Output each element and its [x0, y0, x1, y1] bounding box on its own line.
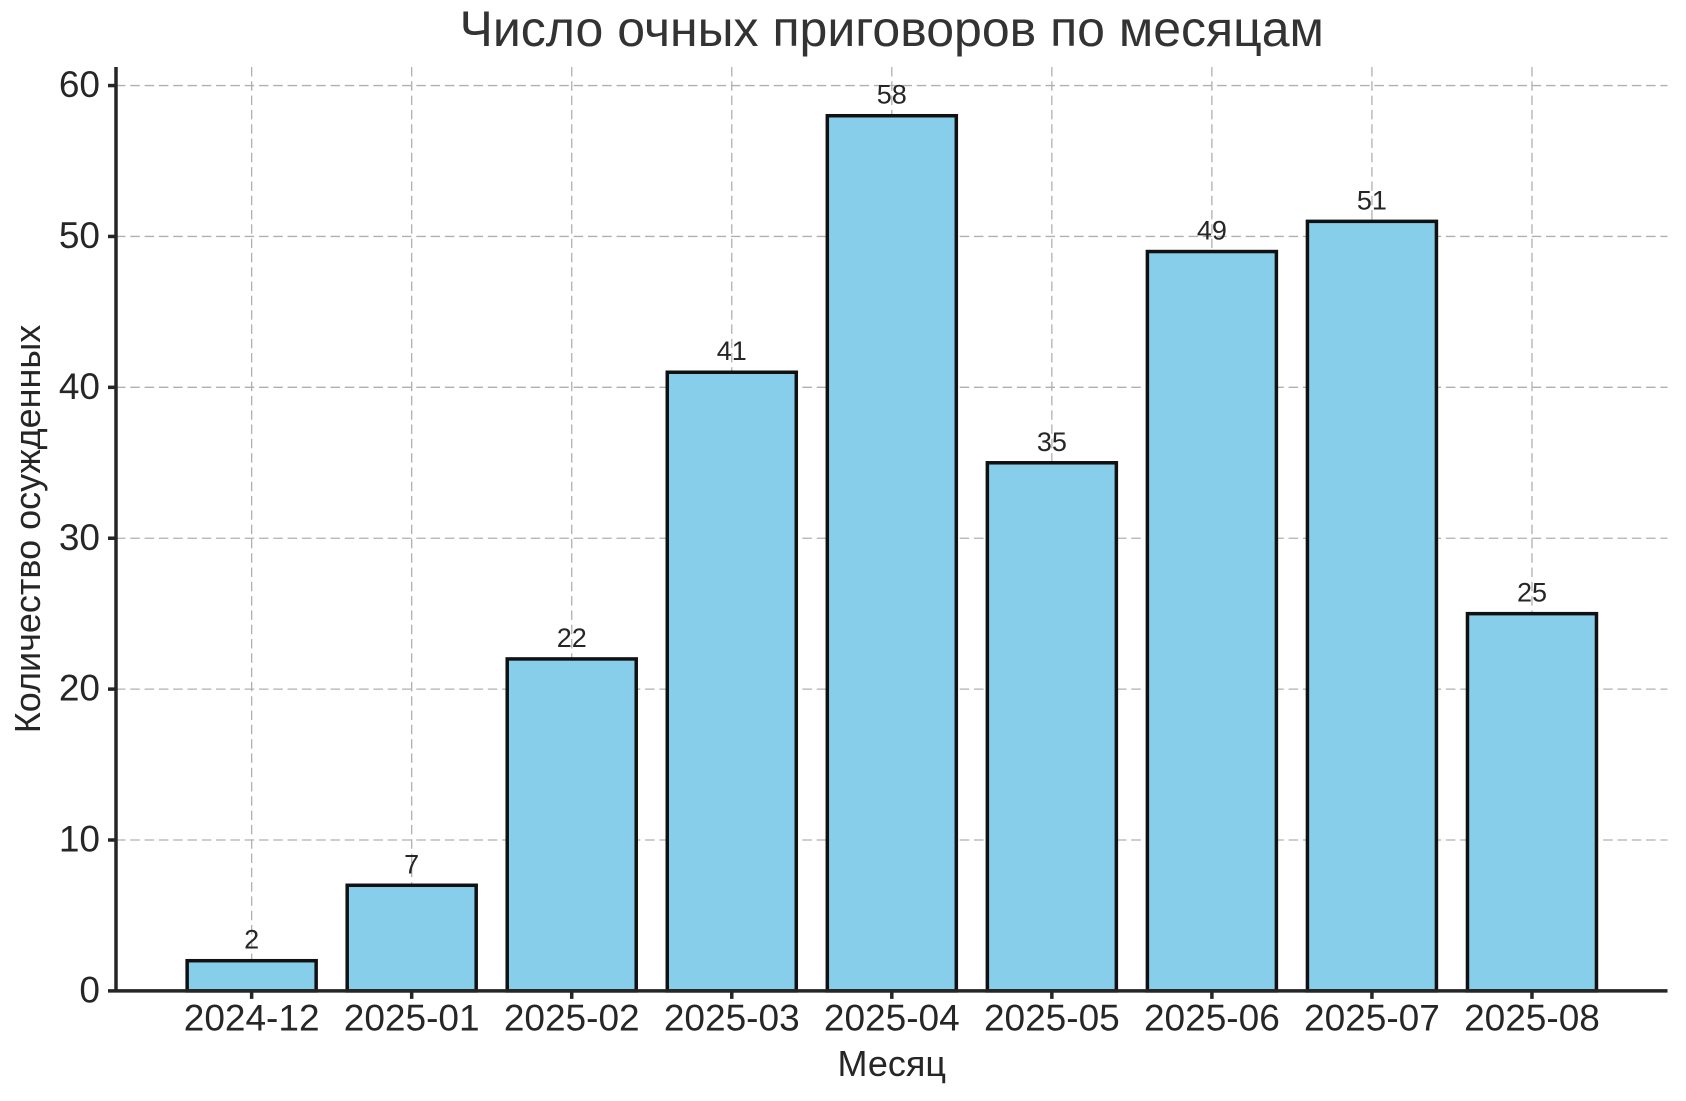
svg-text:58: 58 — [877, 80, 907, 110]
svg-text:Число очных приговоров по меся: Число очных приговоров по месяцам — [460, 1, 1324, 57]
svg-text:49: 49 — [1197, 216, 1227, 246]
svg-text:2025-06: 2025-06 — [1144, 997, 1280, 1038]
svg-text:40: 40 — [59, 366, 100, 407]
svg-text:35: 35 — [1037, 427, 1067, 457]
svg-text:2025-05: 2025-05 — [984, 997, 1120, 1038]
svg-text:51: 51 — [1357, 185, 1387, 215]
svg-text:2025-07: 2025-07 — [1304, 997, 1440, 1038]
svg-text:41: 41 — [717, 336, 747, 366]
svg-text:2: 2 — [244, 925, 259, 955]
svg-text:22: 22 — [557, 623, 587, 653]
svg-text:0: 0 — [79, 969, 100, 1010]
svg-text:2024-12: 2024-12 — [184, 997, 320, 1038]
svg-text:25: 25 — [1517, 578, 1547, 608]
svg-text:10: 10 — [59, 819, 100, 860]
svg-text:2025-08: 2025-08 — [1464, 997, 1600, 1038]
svg-text:2025-01: 2025-01 — [344, 997, 480, 1038]
svg-text:30: 30 — [59, 517, 100, 558]
svg-text:Месяц: Месяц — [837, 1043, 946, 1084]
svg-text:Количество осужденных: Количество осужденных — [7, 325, 48, 734]
svg-text:60: 60 — [59, 64, 100, 105]
svg-text:2025-02: 2025-02 — [504, 997, 640, 1038]
svg-text:2025-03: 2025-03 — [664, 997, 800, 1038]
svg-text:2025-04: 2025-04 — [824, 997, 960, 1038]
svg-text:7: 7 — [404, 849, 419, 879]
svg-text:50: 50 — [59, 215, 100, 256]
svg-text:20: 20 — [59, 668, 100, 709]
